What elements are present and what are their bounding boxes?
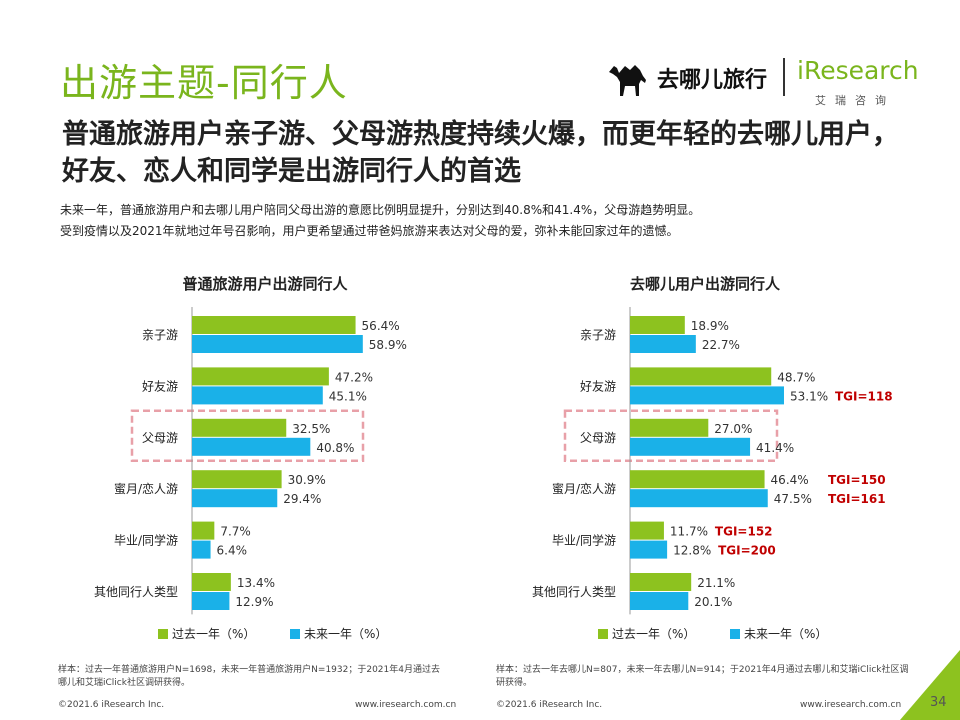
description-line: 未来一年，普通旅游用户和去哪儿用户陪同父母出游的意愿比例明显提升，分别达到40.…	[60, 203, 701, 217]
bar-past	[192, 521, 215, 540]
data-label: 30.9%	[288, 473, 326, 487]
data-label: 20.1%	[694, 595, 732, 609]
legend-label: 过去一年（%）	[172, 627, 255, 641]
bar-future	[192, 489, 278, 508]
tgi-label: TGI=161	[828, 492, 886, 506]
left-bar-chart: 亲子游 56.4% 58.9% 好友游 47.2% 45.1% 父母游 32.5% 40.8% 蜜…	[94, 307, 407, 641]
bar-future	[630, 592, 689, 610]
bar-future	[630, 540, 668, 559]
data-label: 40.8%	[316, 441, 354, 455]
iresearch-logo-text: iResearch	[797, 56, 919, 85]
iresearch-logo-subtext: 艾瑞咨询	[815, 94, 895, 107]
logo-divider	[783, 58, 785, 96]
bar-past	[192, 573, 231, 591]
logo-area: 去哪儿旅行 iResearch 艾瑞咨询	[605, 52, 920, 107]
tgi-label: TGI=118	[835, 389, 893, 403]
bar-past	[192, 470, 282, 489]
data-label: 21.1%	[697, 576, 735, 590]
tgi-label: TGI=150	[828, 473, 886, 487]
legend-label: 未来一年（%）	[744, 627, 827, 641]
corner-decoration	[900, 650, 960, 720]
right-chart-title: 去哪儿用户出游同行人	[629, 275, 780, 293]
camel-icon	[609, 65, 646, 96]
category-label: 其他同行人类型	[532, 585, 616, 599]
data-label: 46.4%	[771, 473, 809, 487]
category-label: 毕业/同学游	[552, 533, 616, 548]
category-label: 其他同行人类型	[94, 585, 178, 599]
category-label: 亲子游	[142, 328, 178, 342]
category-label: 好友游	[580, 379, 616, 393]
right-bar-chart: 亲子游 18.9% 22.7% 好友游 48.7% 53.1% TGI=118 父母游 27.0…	[532, 307, 893, 641]
footnote-right: 样本：过去一年去哪儿N=807，未来一年去哪儿N=914；于2021年4月通过去…	[496, 665, 909, 688]
data-label: 53.1%	[790, 389, 828, 403]
legend-swatch	[290, 629, 300, 639]
category-label: 好友游	[142, 379, 178, 393]
bar-future	[192, 335, 363, 353]
bar-past	[630, 418, 709, 437]
bar-future	[630, 489, 768, 508]
category-label: 蜜月/恋人游	[114, 481, 178, 496]
category-label: 蜜月/恋人游	[552, 481, 616, 496]
data-label: 45.1%	[329, 389, 367, 403]
category-label: 父母游	[580, 431, 616, 445]
data-label: 18.9%	[691, 319, 729, 333]
bar-past	[630, 470, 765, 489]
footer-url-right: www.iresearch.com.cn	[800, 700, 902, 710]
bar-past	[192, 418, 287, 437]
footer-copyright-right: ©2021.6 iResearch Inc.	[496, 700, 603, 710]
bar-future	[630, 335, 696, 353]
data-label: 22.7%	[702, 338, 740, 352]
data-label: 41.4%	[756, 441, 794, 455]
data-label: 11.7%	[670, 525, 708, 539]
data-label: 58.9%	[369, 338, 407, 352]
bar-future	[630, 386, 784, 405]
bar-future	[192, 540, 211, 559]
bar-past	[192, 316, 356, 334]
highlight-box	[563, 409, 779, 463]
page-number: 34	[930, 695, 947, 710]
data-label: 48.7%	[777, 370, 815, 384]
footer-url-left: www.iresearch.com.cn	[355, 700, 457, 710]
footnote-left: 样本：过去一年普通旅游用户N=1698，未来一年普通旅游用户N=1932；于20…	[58, 665, 440, 688]
data-label: 6.4%	[217, 544, 248, 558]
page-title: 出游主题-同行人	[60, 61, 348, 105]
data-label: 47.2%	[335, 370, 373, 384]
description: 未来一年，普通旅游用户和去哪儿用户陪同父母出游的意愿比例明显提升，分别达到40.…	[60, 200, 940, 242]
data-label: 47.5%	[774, 492, 812, 506]
bar-past	[630, 573, 692, 591]
bar-past	[630, 521, 664, 540]
bar-future	[192, 592, 230, 610]
category-label: 父母游	[142, 431, 178, 445]
bar-future	[192, 386, 323, 405]
data-label: 12.8%	[673, 544, 711, 558]
data-label: 12.9%	[235, 595, 273, 609]
data-label: 32.5%	[292, 422, 330, 436]
bar-past	[630, 367, 772, 386]
tgi-label: TGI=152	[715, 525, 773, 539]
bar-future	[630, 437, 751, 456]
legend-swatch	[158, 629, 168, 639]
bar-past	[192, 367, 329, 386]
data-label: 7.7%	[220, 525, 251, 539]
category-label: 毕业/同学游	[114, 533, 178, 548]
headline: 普通旅游用户亲子游、父母游热度持续火爆，而更年轻的去哪儿用户，好友、恋人和同学是…	[62, 119, 899, 187]
data-label: 56.4%	[362, 319, 400, 333]
data-label: 13.4%	[237, 576, 275, 590]
data-label: 27.0%	[714, 422, 752, 436]
legend-swatch	[598, 629, 608, 639]
description-line: 受到疫情以及2021年就地过年号召影响，用户更希望通过带爸妈旅游来表达对父母的爱…	[60, 224, 679, 238]
bar-past	[630, 316, 685, 334]
tgi-label: TGI=200	[718, 544, 776, 558]
category-label: 亲子游	[580, 328, 616, 342]
legend-label: 过去一年（%）	[612, 627, 695, 641]
highlight-box	[130, 409, 365, 463]
data-label: 29.4%	[283, 492, 321, 506]
legend-label: 未来一年（%）	[304, 627, 387, 641]
bar-future	[192, 437, 311, 456]
left-chart-title: 普通旅游用户出游同行人	[182, 275, 348, 293]
legend-swatch	[730, 629, 740, 639]
footer-copyright-left: ©2021.6 iResearch Inc.	[58, 700, 165, 710]
qunar-logo-text: 去哪儿旅行	[657, 68, 768, 93]
